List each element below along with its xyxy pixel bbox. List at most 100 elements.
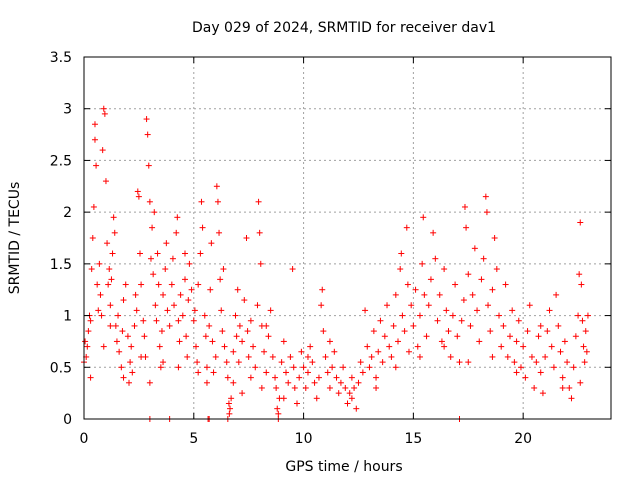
y-tick-label: 3: [63, 102, 72, 118]
y-tick-label: 0: [63, 412, 72, 428]
data-point: [344, 400, 351, 407]
data-point: [313, 395, 320, 402]
data-point: [101, 110, 108, 117]
data-point: [274, 405, 281, 412]
data-point: [405, 348, 412, 355]
data-point: [355, 379, 362, 386]
data-point: [275, 410, 282, 417]
data-point: [176, 338, 183, 345]
data-point: [329, 364, 336, 371]
data-point: [443, 307, 450, 314]
data-point: [491, 235, 498, 241]
data-point: [432, 255, 439, 262]
data-point: [555, 322, 562, 329]
data-point: [375, 348, 382, 355]
data-point: [96, 260, 103, 267]
data-point: [156, 343, 163, 350]
data-point: [230, 379, 237, 386]
data-point: [434, 317, 441, 324]
data-point: [465, 271, 472, 278]
data-point: [84, 343, 91, 350]
data-point: [539, 390, 546, 397]
data-point: [212, 353, 219, 360]
data-point: [113, 338, 120, 345]
data-point: [377, 317, 384, 324]
data-point: [322, 353, 329, 360]
data-point: [493, 266, 500, 273]
data-point: [241, 297, 248, 304]
y-tick-label: 2.5: [50, 153, 72, 169]
data-point: [359, 369, 366, 376]
data-point: [576, 271, 583, 278]
plot-frame: [83, 56, 612, 420]
data-point: [89, 235, 96, 241]
data-point: [531, 384, 538, 391]
data-point: [362, 307, 369, 314]
data-point: [326, 338, 333, 345]
y-axis-label: SRMTID / TECUs: [7, 182, 23, 295]
data-point: [390, 322, 397, 329]
data-point: [386, 343, 393, 350]
data-point: [351, 384, 358, 391]
data-point: [401, 328, 408, 335]
data-point: [300, 364, 307, 371]
data-point: [445, 328, 452, 335]
data-point: [496, 312, 503, 319]
data-point: [572, 333, 579, 340]
data-point: [219, 328, 226, 335]
data-point: [147, 255, 154, 262]
data-point: [230, 348, 237, 355]
data-point: [107, 302, 114, 309]
data-point: [183, 333, 190, 340]
data-point: [537, 369, 544, 376]
data-point: [280, 338, 287, 345]
data-point: [122, 281, 129, 288]
data-point: [223, 359, 230, 366]
data-point: [357, 359, 364, 366]
data-point: [412, 286, 419, 293]
data-point: [398, 250, 405, 257]
data-point: [384, 302, 391, 309]
data-point: [236, 322, 243, 329]
data-point: [202, 333, 209, 340]
data-point: [320, 328, 327, 335]
data-point: [201, 312, 208, 319]
data-point: [392, 364, 399, 371]
data-point: [553, 291, 560, 298]
data-point: [388, 353, 395, 360]
data-point: [197, 250, 204, 257]
data-point: [373, 374, 380, 381]
data-point: [548, 343, 555, 350]
data-point: [198, 198, 205, 205]
data-point: [438, 338, 445, 345]
data-point: [420, 214, 427, 221]
data-point: [381, 333, 388, 340]
data-point: [100, 105, 107, 112]
data-point: [203, 364, 210, 371]
data-point: [134, 188, 141, 195]
data-point: [108, 276, 115, 283]
data-point: [182, 250, 189, 257]
data-point: [97, 291, 104, 298]
data-point: [91, 136, 98, 143]
data-point: [102, 178, 109, 185]
data-point: [278, 359, 285, 366]
data-point: [87, 374, 94, 381]
data-point: [296, 374, 303, 381]
data-point: [524, 328, 531, 335]
data-point: [564, 359, 571, 366]
data-point: [184, 353, 191, 360]
data-point: [302, 384, 309, 391]
data-point: [546, 307, 553, 314]
data-point: [583, 348, 590, 355]
data-point: [192, 343, 199, 350]
y-tick-label: 1.5: [50, 257, 72, 273]
data-point: [233, 333, 240, 340]
data-point: [203, 379, 210, 386]
data-point: [416, 353, 423, 360]
data-point: [145, 162, 152, 169]
data-point: [285, 379, 292, 386]
data-point: [480, 255, 487, 262]
data-point: [584, 312, 591, 319]
